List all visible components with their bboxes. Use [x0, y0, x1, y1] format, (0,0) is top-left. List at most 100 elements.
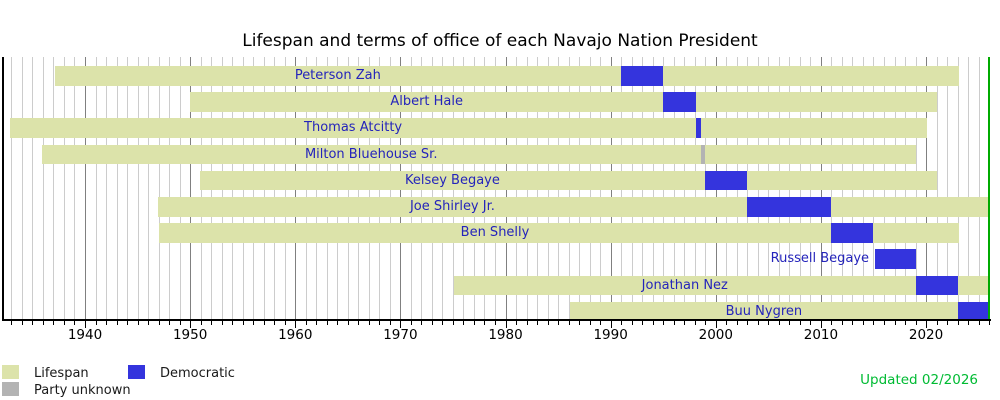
president-label: Ben Shelly — [460, 225, 530, 241]
axis-tick-1949 — [179, 321, 181, 325]
gridline-1938 — [63, 57, 65, 320]
president-label: Buu Nygren — [725, 303, 803, 319]
axis-tick-1958 — [274, 321, 276, 325]
year-label-1940: 1940 — [67, 327, 103, 343]
axis-tick-2016 — [883, 321, 885, 325]
lifespan-bar — [199, 170, 937, 191]
axis-tick-2018 — [905, 321, 906, 325]
gridline-1947 — [158, 57, 160, 320]
gridline-2022 — [947, 57, 949, 320]
term-bar — [700, 144, 706, 165]
axis-tick-2017 — [894, 321, 896, 325]
gridline-1935 — [32, 57, 34, 320]
axis-tick-1933 — [11, 321, 13, 325]
axis-tick-2003 — [747, 321, 749, 325]
term-bar — [663, 92, 696, 112]
year-label-1990: 1990 — [593, 327, 628, 343]
axis-tick-1972 — [421, 321, 423, 325]
axis-tick-1937 — [53, 321, 55, 325]
gridline-1942 — [106, 57, 108, 320]
axis-tick-2006 — [778, 321, 780, 325]
axis-tick-2014 — [862, 321, 864, 325]
gridline-1939 — [74, 57, 76, 320]
gridline-2025 — [978, 57, 980, 320]
term-bar — [747, 197, 832, 217]
axis-tick-1943 — [116, 321, 118, 325]
axis-tick-2005 — [768, 321, 770, 325]
axis-tick-1946 — [148, 321, 150, 325]
axis-tick-1990 — [610, 321, 612, 328]
axis-tick-1969 — [389, 321, 391, 325]
lifespan-bar — [454, 275, 990, 296]
axis-tick-1962 — [316, 321, 318, 325]
year-label-1980: 1980 — [488, 327, 523, 343]
axis-tick-1992 — [631, 321, 633, 325]
axis-tick-1973 — [431, 321, 433, 325]
president-label: Milton Bluehouse Sr. — [304, 146, 438, 162]
axis-tick-2013 — [852, 321, 854, 325]
gridline-1945 — [137, 57, 139, 320]
president-label: Peterson Zah — [294, 68, 381, 83]
axis-tick-1957 — [263, 321, 265, 325]
president-label: Joe Shirley Jr. — [409, 199, 495, 214]
lifespan-bar — [54, 66, 959, 86]
axis-tick-1934 — [21, 321, 23, 325]
legend-label-unknown: Party unknown — [34, 382, 131, 398]
axis-tick-1940 — [85, 321, 86, 328]
term-bar — [695, 118, 701, 138]
legend-swatch-unknown — [2, 382, 19, 396]
axis-tick-1987 — [579, 321, 581, 325]
axis-tick-1960 — [295, 321, 297, 328]
axis-tick-2015 — [873, 321, 875, 325]
year-label-1970: 1970 — [383, 327, 418, 343]
axis-tick-1964 — [337, 321, 339, 325]
gridline-1944 — [127, 57, 129, 320]
term-bar — [875, 249, 916, 269]
axis-tick-1951 — [200, 321, 202, 325]
axis-tick-1935 — [32, 321, 34, 325]
gridline-1949 — [179, 57, 181, 320]
gridline-1946 — [148, 57, 150, 320]
axis-tick-1995 — [663, 321, 665, 325]
gridline-2023 — [957, 57, 959, 320]
axis-tick-1956 — [253, 321, 255, 325]
axis-tick-1985 — [558, 321, 560, 325]
term-bar — [621, 66, 664, 86]
axis-tick-1961 — [305, 321, 307, 325]
axis-tick-1967 — [368, 321, 370, 325]
axis-tick-2022 — [947, 321, 949, 325]
gridline-1940 — [85, 57, 86, 320]
gridline-1941 — [95, 57, 97, 320]
axis-tick-1947 — [158, 321, 160, 325]
axis-tick-1971 — [410, 321, 412, 325]
axis-tick-1945 — [137, 321, 139, 325]
axis-tick-1977 — [473, 321, 475, 325]
axis-tick-1981 — [516, 321, 518, 325]
legend-swatch-lifespan — [2, 365, 19, 379]
gridline-1937 — [53, 57, 55, 320]
term-bar — [915, 275, 958, 296]
legend-label-lifespan: Lifespan — [34, 365, 89, 381]
axis-tick-2000 — [715, 321, 717, 328]
axis-tick-1953 — [221, 321, 223, 325]
gridline-1933 — [11, 57, 13, 320]
lifespan-bar — [41, 144, 916, 165]
axis-tick-2007 — [789, 321, 791, 325]
year-label-2020: 2020 — [908, 327, 944, 343]
year-label-2010: 2010 — [803, 327, 839, 343]
axis-tick-1968 — [379, 321, 381, 325]
axis-tick-1976 — [463, 321, 465, 325]
axis-tick-2010 — [820, 321, 822, 328]
gridline-1950 — [190, 57, 192, 320]
axis-tick-1984 — [547, 321, 549, 325]
axis-tick-1970 — [400, 321, 402, 328]
axis-tick-1963 — [326, 321, 328, 325]
axis-tick-2008 — [799, 321, 801, 325]
year-label-2000: 2000 — [698, 327, 733, 343]
axis-tick-1988 — [589, 321, 591, 325]
axis-tick-2023 — [957, 321, 959, 325]
legend-swatch-democratic — [128, 365, 145, 379]
axis-tick-1997 — [684, 321, 686, 325]
axis-tick-1955 — [242, 321, 244, 325]
